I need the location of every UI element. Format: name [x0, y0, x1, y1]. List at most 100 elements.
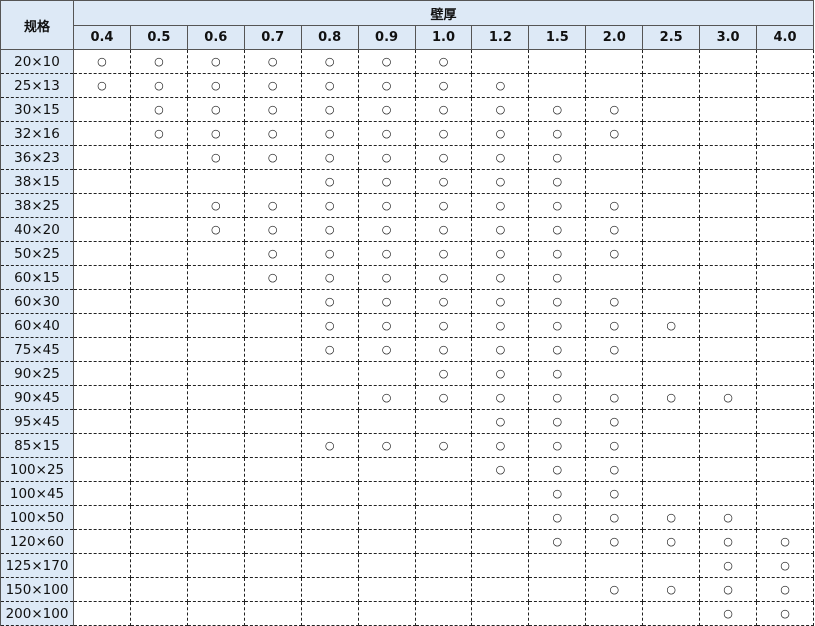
- available-mark: ○: [414, 193, 473, 218]
- table-row: 125×170 ○ ○: [0, 553, 814, 578]
- empty-cell: [129, 601, 188, 626]
- available-mark: ○: [186, 97, 245, 122]
- empty-cell: [642, 73, 701, 98]
- empty-cell: [243, 409, 302, 434]
- empty-cell: [243, 481, 302, 506]
- spec-cell: 60×15: [0, 265, 74, 290]
- empty-cell: [300, 601, 359, 626]
- empty-cell: [756, 481, 814, 506]
- empty-cell: [699, 361, 758, 386]
- available-mark: ○: [129, 97, 188, 122]
- available-mark: ○: [357, 241, 416, 266]
- empty-cell: [642, 409, 701, 434]
- empty-cell: [73, 193, 131, 218]
- available-mark: ○: [528, 433, 587, 458]
- available-mark: ○: [585, 505, 644, 530]
- available-mark: ○: [73, 73, 131, 98]
- available-mark: ○: [414, 49, 473, 74]
- empty-cell: [414, 529, 473, 554]
- empty-cell: [73, 145, 131, 170]
- empty-cell: [756, 217, 814, 242]
- spec-cell: 20×10: [0, 49, 74, 74]
- empty-cell: [186, 529, 245, 554]
- available-mark: ○: [585, 337, 644, 362]
- available-mark: ○: [642, 385, 701, 410]
- thickness-column-header: 0.9: [357, 25, 416, 50]
- empty-cell: [73, 289, 131, 314]
- spec-cell: 38×25: [0, 193, 74, 218]
- available-mark: ○: [300, 169, 359, 194]
- available-mark: ○: [414, 289, 473, 314]
- empty-cell: [243, 505, 302, 530]
- available-mark: ○: [528, 529, 587, 554]
- empty-cell: [243, 169, 302, 194]
- available-mark: ○: [357, 313, 416, 338]
- table-row: 60×40 ○ ○ ○ ○ ○ ○ ○: [0, 313, 814, 338]
- empty-cell: [642, 361, 701, 386]
- empty-cell: [357, 457, 416, 482]
- table-row: 36×23 ○ ○ ○ ○ ○ ○ ○: [0, 145, 814, 170]
- available-mark: ○: [186, 49, 245, 74]
- available-mark: ○: [585, 193, 644, 218]
- available-mark: ○: [471, 145, 530, 170]
- thickness-column-header: 2.5: [642, 25, 701, 50]
- available-mark: ○: [471, 121, 530, 146]
- empty-cell: [129, 433, 188, 458]
- table-row: 50×25 ○ ○ ○ ○ ○ ○ ○: [0, 241, 814, 266]
- available-mark: ○: [414, 73, 473, 98]
- empty-cell: [73, 337, 131, 362]
- empty-cell: [642, 553, 701, 578]
- empty-cell: [73, 577, 131, 602]
- available-mark: ○: [300, 241, 359, 266]
- table-row: 100×25 ○ ○ ○: [0, 457, 814, 482]
- available-mark: ○: [528, 505, 587, 530]
- available-mark: ○: [357, 289, 416, 314]
- empty-cell: [243, 553, 302, 578]
- empty-cell: [642, 337, 701, 362]
- empty-cell: [471, 577, 530, 602]
- empty-cell: [642, 49, 701, 74]
- spec-cell: 150×100: [0, 577, 74, 602]
- empty-cell: [300, 409, 359, 434]
- available-mark: ○: [300, 121, 359, 146]
- available-mark: ○: [471, 193, 530, 218]
- available-mark: ○: [699, 601, 758, 626]
- available-mark: ○: [357, 193, 416, 218]
- available-mark: ○: [528, 193, 587, 218]
- empty-cell: [585, 361, 644, 386]
- spec-cell: 200×100: [0, 601, 74, 626]
- empty-cell: [642, 289, 701, 314]
- available-mark: ○: [357, 337, 416, 362]
- empty-cell: [129, 361, 188, 386]
- empty-cell: [243, 457, 302, 482]
- available-mark: ○: [471, 385, 530, 410]
- available-mark: ○: [471, 337, 530, 362]
- empty-cell: [699, 145, 758, 170]
- thickness-column-header: 1.2: [471, 25, 530, 50]
- empty-cell: [585, 49, 644, 74]
- empty-cell: [186, 241, 245, 266]
- empty-cell: [642, 265, 701, 290]
- available-mark: ○: [414, 265, 473, 290]
- available-mark: ○: [186, 73, 245, 98]
- spec-cell: 40×20: [0, 217, 74, 242]
- empty-cell: [642, 121, 701, 146]
- empty-cell: [357, 361, 416, 386]
- available-mark: ○: [699, 553, 758, 578]
- empty-cell: [129, 289, 188, 314]
- empty-cell: [756, 193, 814, 218]
- available-mark: ○: [414, 313, 473, 338]
- spec-cell: 50×25: [0, 241, 74, 266]
- spec-cell: 38×15: [0, 169, 74, 194]
- available-mark: ○: [471, 241, 530, 266]
- available-mark: ○: [73, 49, 131, 74]
- spec-cell: 125×170: [0, 553, 74, 578]
- table-row: 90×25 ○ ○ ○: [0, 361, 814, 386]
- empty-cell: [756, 145, 814, 170]
- empty-cell: [73, 241, 131, 266]
- empty-cell: [73, 409, 131, 434]
- spec-cell: 100×50: [0, 505, 74, 530]
- empty-cell: [243, 361, 302, 386]
- available-mark: ○: [471, 169, 530, 194]
- spec-cell: 75×45: [0, 337, 74, 362]
